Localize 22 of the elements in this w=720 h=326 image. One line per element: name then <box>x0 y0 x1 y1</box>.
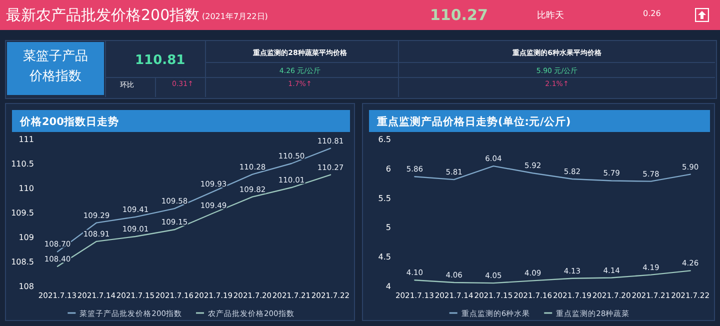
text: 最新农产品批发价格200指数 <box>6 6 200 25</box>
y-tick-label: 5.5 <box>378 194 391 203</box>
y-tick-label: 108.5 <box>11 258 34 266</box>
text: 菜篮子产品价格指数 <box>22 48 89 86</box>
text: 0.26 <box>643 9 661 18</box>
text: 比昨天 <box>537 10 564 22</box>
y-tick-label: 108 <box>18 282 34 291</box>
text: 110.27 <box>430 6 488 24</box>
y-tick-label: 6.5 <box>378 135 391 144</box>
y-tick-label: 109 <box>18 233 34 242</box>
y-tick-label: 4 <box>386 282 391 291</box>
y-tick-label: 109.5 <box>11 208 34 218</box>
y-tick-label: 110.5 <box>11 160 34 168</box>
text: (2021年7月22日) <box>202 11 268 22</box>
y-tick-label: 5 <box>386 223 391 232</box>
y-tick-label: 111 <box>18 135 34 144</box>
y-tick-label: 4.5 <box>378 252 391 262</box>
y-tick-label: 110 <box>18 184 34 193</box>
chart-title: 重点监测产品价格日走势(单位:元/公斤) <box>376 115 571 128</box>
text: 110.81 <box>135 53 186 68</box>
y-tick-label: 6 <box>386 164 391 174</box>
chart-title: 价格200指数日走势 <box>19 115 119 128</box>
